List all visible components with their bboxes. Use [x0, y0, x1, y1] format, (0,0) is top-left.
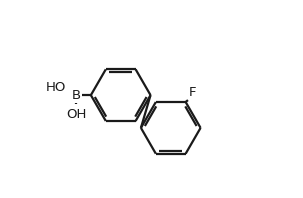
Text: OH: OH	[66, 108, 87, 121]
Text: HO: HO	[46, 81, 66, 94]
Text: B: B	[72, 89, 81, 102]
Text: F: F	[189, 86, 197, 99]
